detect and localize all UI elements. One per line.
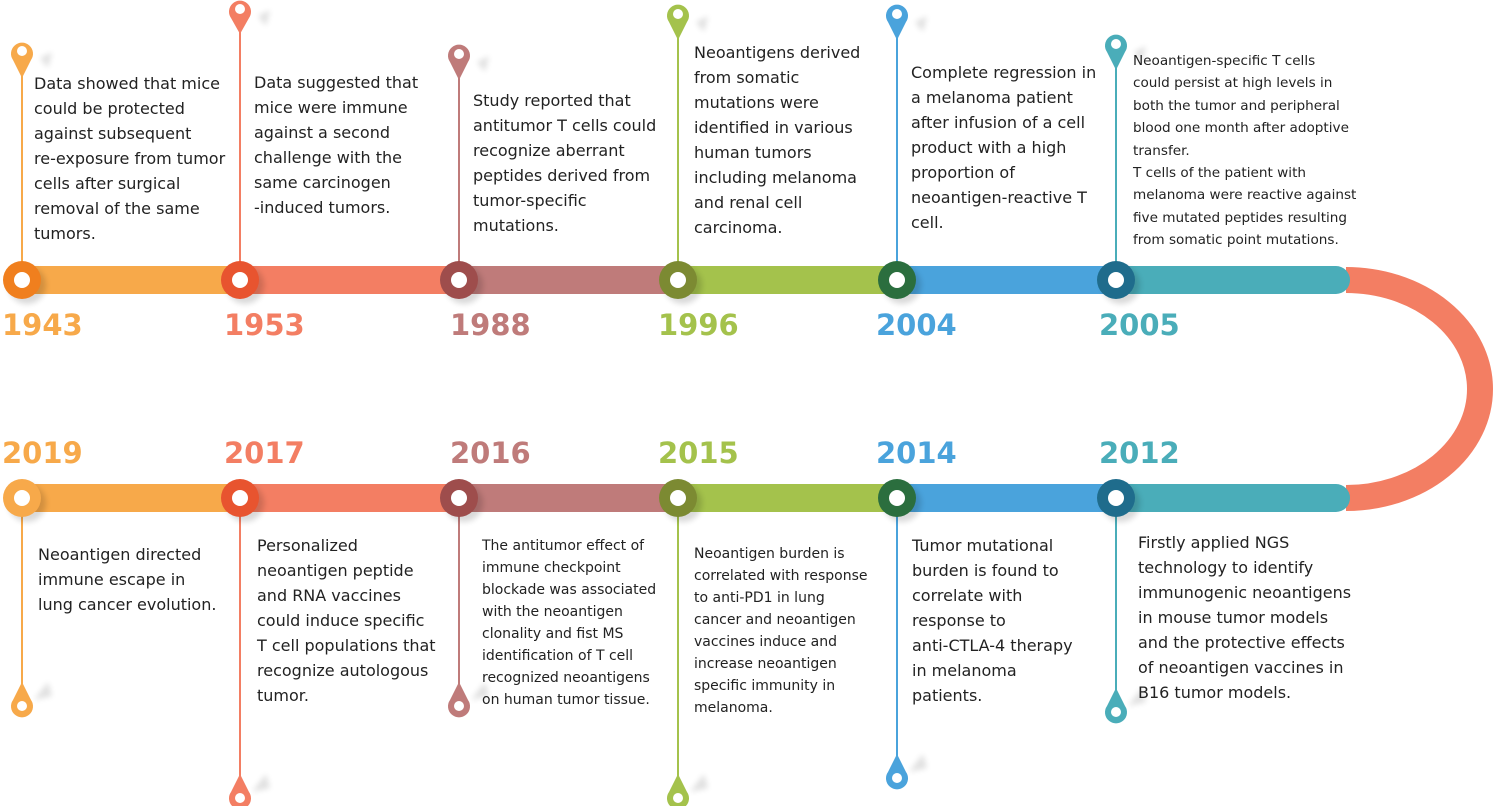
segment-2012 [1116, 484, 1350, 512]
event-text-2004: Complete regression in a melanoma patien… [911, 63, 1097, 232]
pin-head-1996 [667, 4, 708, 40]
segment-1943 [22, 266, 240, 294]
event-text-1953: Data suggested that mice were immune aga… [254, 73, 419, 217]
segment-2017 [240, 484, 459, 512]
node-2005 [1097, 261, 1140, 304]
pin-head-1943 [11, 42, 52, 78]
year-label-2012: 2012 [1099, 436, 1180, 470]
node-1988 [440, 261, 483, 304]
year-label-2017: 2017 [224, 436, 305, 470]
pin-head-2005 [1105, 34, 1146, 70]
year-label-2004: 2004 [876, 308, 957, 342]
node-1943 [3, 261, 46, 304]
event-text-1988: Study reported that antitumor T cells co… [473, 91, 657, 235]
top-track [22, 266, 1350, 294]
pin-head-2012 [1105, 688, 1146, 724]
timeline-curve [1345, 267, 1493, 511]
year-label-2019: 2019 [2, 436, 83, 470]
bottom-pins [10, 512, 1146, 806]
top-pins [11, 0, 1146, 266]
event-text-2019: Neoantigen directed immune escape in lun… [38, 545, 217, 614]
pin-head-2014 [886, 754, 927, 790]
event-text-1943: Data showed that mice could be protected… [34, 74, 226, 243]
segment-1996 [678, 266, 897, 294]
pin-head-2015 [667, 774, 708, 806]
bottom-nodes [3, 479, 1140, 522]
pin-head-2019 [10, 682, 52, 718]
event-text-2014: Tumor mutational burden is found to corr… [912, 536, 1073, 705]
event-text-2016: The antitumor effect of immune checkpoin… [482, 538, 657, 708]
year-label-2014: 2014 [876, 436, 957, 470]
event-text-2012: Firstly applied NGS technology to identi… [1138, 533, 1352, 702]
node-2014 [878, 479, 921, 522]
node-2012 [1097, 479, 1140, 522]
segment-2015 [678, 484, 897, 512]
node-1953 [221, 261, 264, 304]
segment-2005 [1116, 266, 1350, 294]
pin-head-2016 [447, 682, 489, 718]
node-1996 [659, 261, 702, 304]
segment-1953 [240, 266, 459, 294]
top-nodes [3, 261, 1140, 304]
event-text-2017: Personalized neoantigen peptide and RNA … [257, 536, 436, 705]
segment-2014 [897, 484, 1116, 512]
bottom-track [22, 484, 1350, 512]
node-2004 [878, 261, 921, 304]
node-2015 [659, 479, 702, 522]
event-text-2005: Neoantigen-specific T cells could persis… [1133, 53, 1357, 249]
node-2017 [221, 479, 264, 522]
pin-head-2004 [886, 4, 927, 41]
segment-2004 [897, 266, 1116, 294]
year-label-1996: 1996 [658, 308, 739, 342]
pin-head-2017 [229, 774, 270, 806]
node-2016 [440, 479, 483, 522]
year-label-2015: 2015 [658, 436, 739, 470]
year-label-2005: 2005 [1099, 308, 1180, 342]
year-label-1953: 1953 [224, 308, 305, 342]
segment-2016 [459, 484, 678, 512]
pin-head-1988 [448, 44, 489, 80]
segment-2019 [22, 484, 240, 512]
segment-1988 [459, 266, 678, 294]
year-label-1988: 1988 [450, 308, 531, 342]
event-text-1996: Neoantigens derived from somatic mutatio… [694, 43, 861, 237]
event-text-2015: Neoantigen burden is correlated with res… [694, 546, 868, 716]
year-label-2016: 2016 [450, 436, 531, 470]
pin-head-1953 [229, 0, 270, 34]
year-label-1943: 1943 [2, 308, 83, 342]
node-2019 [3, 479, 46, 522]
